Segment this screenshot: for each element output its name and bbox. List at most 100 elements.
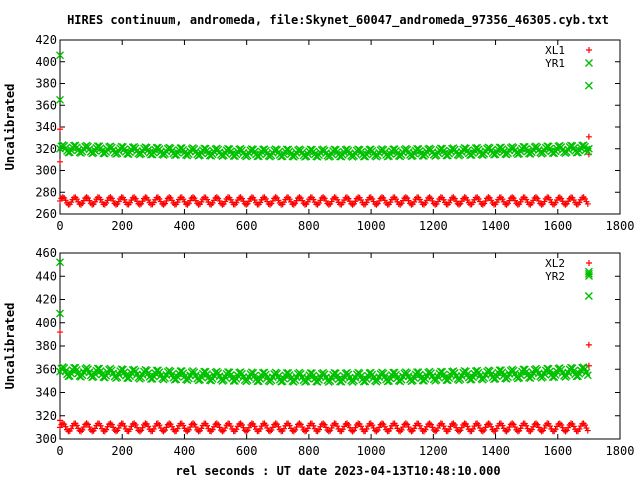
data-point (349, 201, 356, 208)
x-tick-label: 1200 (419, 219, 448, 233)
data-point (73, 196, 80, 203)
data-point (485, 194, 492, 201)
data-point (533, 420, 539, 427)
data-point (576, 426, 583, 433)
y-tick-label: 300 (35, 432, 57, 446)
x-tick-label: 1800 (606, 444, 635, 458)
y-tick-label: 260 (35, 207, 57, 221)
chart-title: HIRES continuum, andromeda, file:Skynet_… (67, 13, 609, 28)
data-point (456, 428, 462, 435)
y-axis-label: Uncalibrated (3, 84, 17, 171)
data-point (56, 258, 64, 267)
data-point (219, 201, 226, 208)
data-point (541, 425, 548, 432)
data-point (166, 194, 173, 201)
data-point (523, 422, 530, 429)
plot-panel-1: 0 200 400 600 800 1000 1200 1400 1600 1800 260 280 3… (3, 33, 634, 233)
data-point (269, 424, 276, 431)
data-point (432, 428, 439, 435)
data-point (213, 420, 220, 427)
data-point (541, 198, 548, 205)
x-tick-label: 1000 (357, 444, 386, 458)
data-point (585, 59, 593, 67)
data-point (586, 47, 592, 53)
y-tick-label: 400 (35, 55, 57, 69)
data-point (107, 194, 114, 201)
data-point (323, 424, 329, 431)
data-point (78, 201, 84, 208)
data-point (562, 201, 569, 208)
data-point (131, 194, 138, 201)
data-point (585, 272, 593, 280)
data-point (320, 420, 327, 427)
data-point (190, 194, 196, 201)
x-tick-label: 1400 (481, 219, 510, 233)
y-tick-label: 340 (35, 120, 57, 134)
x-tick-label: 1000 (357, 219, 386, 233)
data-point (296, 420, 303, 427)
data-point (219, 428, 226, 435)
data-point (538, 201, 545, 208)
data-point (57, 424, 63, 431)
data-point (325, 428, 332, 435)
plot-frame (59, 39, 621, 215)
data-point (584, 269, 593, 278)
data-point (534, 421, 541, 428)
y-tick-label: 300 (35, 164, 57, 178)
x-tick-label: 1800 (606, 219, 635, 233)
data-point (535, 424, 542, 431)
data-point (57, 417, 63, 424)
series-xl1 (57, 126, 592, 208)
data-point (584, 81, 593, 90)
data-point (585, 133, 592, 140)
data-point (115, 425, 122, 432)
x-axis-label: rel seconds : UT date 2023-04-13T10:48:1… (175, 464, 500, 478)
data-point (272, 194, 279, 201)
data-point (267, 201, 273, 208)
data-point (585, 362, 592, 369)
data-point (584, 200, 591, 207)
data-point (325, 201, 332, 208)
y-tick-label: 360 (35, 98, 57, 112)
data-point (509, 194, 516, 201)
data-point (344, 194, 350, 201)
data-point (136, 201, 143, 208)
data-point (56, 309, 64, 318)
data-point (108, 421, 115, 428)
data-point (349, 428, 356, 435)
data-point (113, 201, 119, 208)
data-point (576, 199, 583, 206)
data-point (243, 428, 250, 435)
data-point (429, 424, 436, 431)
legend-label: XL1 (545, 44, 565, 57)
data-point (379, 194, 385, 201)
data-point (555, 420, 562, 427)
legend-label: YR1 (545, 57, 565, 70)
x-tick-label: 800 (298, 219, 320, 233)
data-point (213, 194, 220, 201)
x-tick-label: 1600 (543, 219, 572, 233)
data-point (450, 194, 457, 201)
x-tick-label: 200 (111, 219, 133, 233)
data-point (373, 201, 380, 208)
y-tick-label: 460 (35, 246, 57, 260)
x-tick-label: 1400 (481, 444, 510, 458)
plot-panel-2: 0 200 400 600 800 1000 1200 1400 1600 1800 300 320 3… (3, 246, 634, 458)
series-yr1 (56, 51, 593, 161)
data-point (110, 424, 117, 431)
y-tick-label: 340 (35, 386, 57, 400)
y-tick-label: 420 (35, 33, 57, 47)
data-point (59, 194, 66, 201)
x-tick-label: 400 (174, 444, 196, 458)
data-point (376, 424, 383, 431)
data-point (533, 194, 539, 201)
data-point (482, 424, 489, 431)
data-point (56, 95, 64, 104)
x-tick-label: 0 (56, 444, 63, 458)
y-tick-label: 420 (35, 293, 57, 307)
data-point (523, 196, 530, 203)
data-point (190, 420, 196, 427)
data-point (73, 422, 80, 429)
data-point (296, 194, 303, 201)
